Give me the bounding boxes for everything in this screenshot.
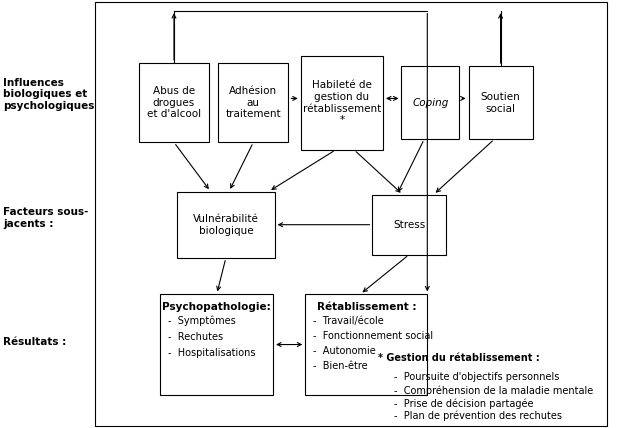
Text: -  Plan de prévention des rechutes: - Plan de prévention des rechutes [394, 411, 562, 422]
Text: Influences
biologiques et
psychologiques: Influences biologiques et psychologiques [3, 77, 95, 111]
Text: Habileté de
gestion du
rétablissement
*: Habileté de gestion du rétablissement * [303, 80, 381, 125]
Text: Adhésion
au
traitement: Adhésion au traitement [225, 86, 281, 119]
Text: -  Rechutes: - Rechutes [168, 332, 223, 342]
FancyBboxPatch shape [139, 63, 209, 142]
Text: Vulnérabilité
biologique: Vulnérabilité biologique [193, 214, 259, 235]
Text: Résultats :: Résultats : [3, 337, 66, 348]
FancyBboxPatch shape [218, 63, 288, 142]
Text: Facteurs sous-
jacents :: Facteurs sous- jacents : [3, 208, 88, 229]
Text: -  Symptômes: - Symptômes [168, 316, 236, 326]
FancyBboxPatch shape [177, 192, 275, 258]
FancyBboxPatch shape [372, 195, 446, 255]
Text: Psychopathologie:: Psychopathologie: [163, 302, 271, 312]
Text: -  Poursuite d'objectifs personnels: - Poursuite d'objectifs personnels [394, 372, 559, 382]
Text: Abus de
drogues
et d'alcool: Abus de drogues et d'alcool [147, 86, 201, 119]
FancyBboxPatch shape [160, 294, 273, 395]
Text: -  Bien-être: - Bien-être [312, 360, 367, 371]
FancyBboxPatch shape [401, 66, 459, 139]
Text: * Gestion du rétablissement :: * Gestion du rétablissement : [378, 353, 540, 363]
Text: -  Prise de décision partagée: - Prise de décision partagée [394, 398, 533, 409]
Text: -  Compréhension de la maladie mentale: - Compréhension de la maladie mentale [394, 385, 593, 396]
FancyBboxPatch shape [300, 56, 383, 150]
Text: -  Autonomie: - Autonomie [312, 346, 375, 356]
FancyBboxPatch shape [305, 294, 427, 395]
Text: Rétablissement :: Rétablissement : [316, 302, 416, 312]
Text: -  Hospitalisations: - Hospitalisations [168, 348, 255, 358]
Text: Soutien
social: Soutien social [481, 92, 521, 113]
Text: -  Travail/école: - Travail/école [312, 316, 384, 326]
Text: -  Fonctionnement social: - Fonctionnement social [312, 330, 432, 341]
Text: Coping: Coping [412, 98, 448, 108]
FancyBboxPatch shape [469, 66, 533, 139]
Text: Stress: Stress [393, 220, 425, 230]
